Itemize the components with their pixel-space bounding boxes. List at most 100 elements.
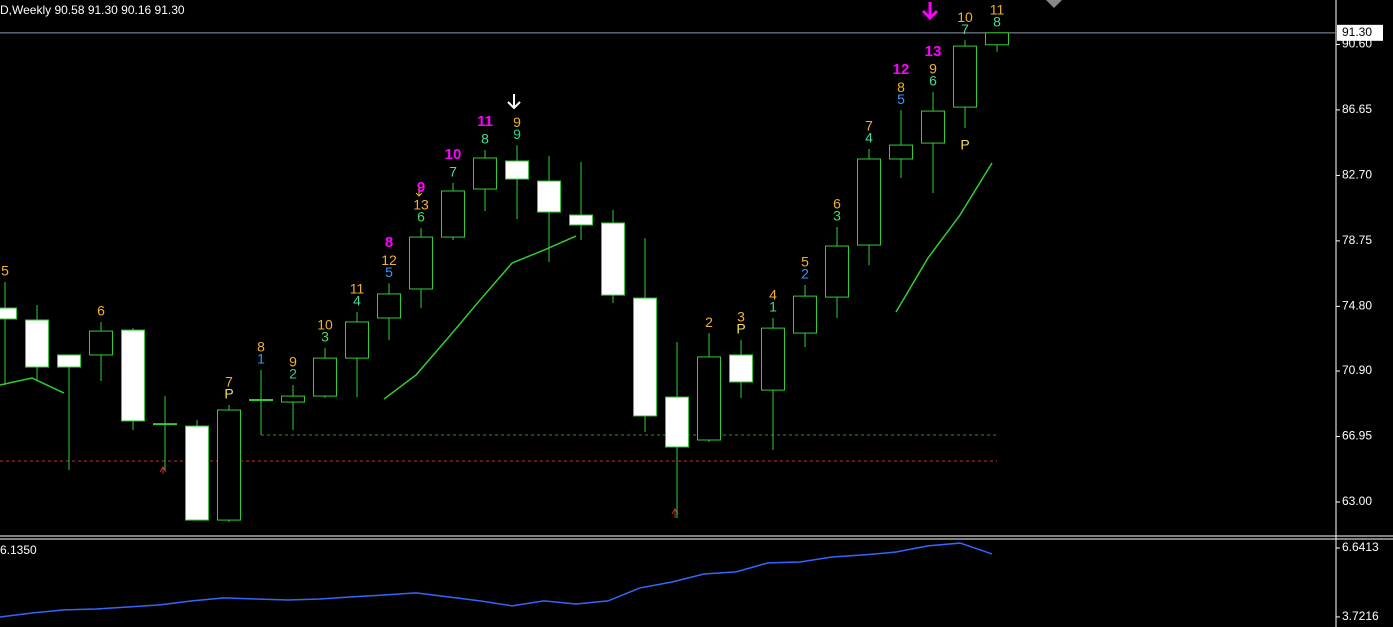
y-tick-label: 82.70 [1342,168,1372,182]
candle-body [313,357,337,397]
ma-line [383,235,577,400]
candle-body [57,354,81,368]
sequence-label: 9 [513,114,521,130]
last-price-label: 91.30 [1342,25,1372,39]
sequence-label: 8 [993,14,1001,30]
sequence-label: 10 [445,146,462,163]
sequence-label: 12 [893,61,910,78]
candle-body [409,236,433,290]
sequence-label: 4 [865,130,873,146]
y-tick-label: 63.00 [1342,494,1372,508]
scroll-marker [1046,0,1062,8]
y-tick-label: 78.75 [1342,233,1372,247]
candle-body [633,297,657,417]
sequence-label: P [224,386,233,402]
sequence-label: 6 [929,73,937,89]
sequence-label: P [960,137,969,153]
candle-body [729,354,753,383]
sequence-label: 8 [257,339,265,355]
sequence-label: 1 [769,299,777,315]
chart-header: D,Weekly 90.58 91.30 90.16 91.30 [0,3,185,17]
sequence-label: 9 [513,126,521,142]
sequence-label: 11 [990,2,1005,18]
candle-body [697,356,721,441]
sequence-label: 10 [957,9,973,25]
candle-body [89,330,113,356]
candle-body [121,329,145,422]
candle-body [0,307,17,320]
sequence-label: 7 [865,118,873,134]
sequence-label: 2 [705,314,713,330]
sequence-label: 5 [1,263,9,279]
sequence-label: 2 [289,366,297,382]
sequence-label: 9 [929,61,937,77]
candle-body [377,293,401,319]
sequence-label: 3 [321,329,329,345]
candle-body [921,110,945,144]
candle-body [569,214,593,226]
sequence-label: 12 [381,252,397,268]
y-tick-label: 6.6413 [1342,540,1379,554]
candle-body [761,327,785,391]
candle-body [281,395,305,403]
sequence-label: 13 [925,43,942,60]
sequence-label: 1 [257,351,265,367]
sequence-label: 10 [317,317,333,333]
arrow-icon [415,188,423,197]
indicator-label: 6.1350 [0,543,37,557]
candle-body [665,396,689,448]
candle-body [537,180,561,213]
arrow-icon [159,466,167,474]
candle-body [857,158,881,246]
candle-body [889,144,913,160]
sequence-label: 5 [801,254,809,270]
y-tick-label: 74.80 [1342,299,1372,313]
candle-body [793,295,817,334]
last-price-box [1337,24,1383,41]
sequence-label: 9 [289,354,297,370]
sequence-label: 6 [417,209,425,225]
sequence-label: 6 [833,196,841,212]
y-tick-label: 66.95 [1342,429,1372,443]
y-tick-label: 86.65 [1342,102,1372,116]
ma-line [0,377,65,394]
candle-body [441,190,465,238]
sequence-label: 3 [737,309,745,325]
sequence-label: 8 [385,234,393,251]
sequence-label: 11 [477,113,493,130]
sequence-label: 6 [97,303,105,319]
sequence-label: 2 [801,266,809,282]
candle-body [505,160,529,180]
sequence-label: 7 [225,374,233,390]
sequence-label: 11 [350,281,365,297]
sequence-label: 13 [413,197,429,213]
y-tick-label: 3.7216 [1342,609,1379,623]
candle-body [345,321,369,359]
indicator-line [0,542,993,618]
arrow-icon [507,94,521,110]
sequence-label: P [736,321,745,337]
sequence-label: 8 [897,79,905,95]
candle-body [185,425,209,521]
sequence-label: 9 [417,179,425,196]
candle-body [825,245,849,298]
arrow-icon [921,2,939,21]
sequence-label: 7 [961,21,969,37]
sequence-label: 4 [353,293,361,309]
candle-body [985,32,1009,46]
sequence-label: 5 [385,264,393,280]
y-tick-label: 70.90 [1342,363,1372,377]
sequence-label: 4 [769,287,777,303]
sequence-label: 5 [897,91,905,107]
candle-body [953,45,977,108]
sequence-label: 7 [449,164,457,180]
candle-body [473,157,497,190]
candle-body [25,319,49,368]
candle-body [217,409,241,521]
ma-line [895,162,993,313]
sequence-label: 3 [833,208,841,224]
candle-body [601,222,625,296]
